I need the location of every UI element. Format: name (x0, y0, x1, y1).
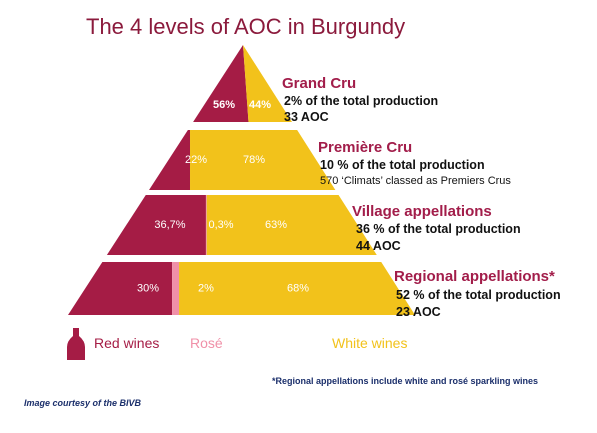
tier-white-segment-regional (179, 262, 415, 315)
tier-white-segment-village (206, 195, 377, 255)
tier-red-segment-premiere-cru (149, 130, 191, 190)
tier-white-label-village: 63% (265, 219, 287, 231)
wine-bottle-icon (67, 328, 85, 360)
tier-rose-label-regional: 2% (198, 282, 214, 294)
tier-white-label-premiere-cru: 78% (243, 154, 265, 166)
legend-white-wines: White wines (332, 335, 408, 351)
tier-white-label-grand-cru: 44% (249, 99, 271, 111)
tier-red-label-premiere-cru: 22% (185, 154, 207, 166)
tier-share-premiere-cru: 10 % of the total production (320, 158, 485, 172)
image-credit: Image courtesy of the BIVB (24, 398, 142, 408)
tier-red-label-grand-cru: 56% (213, 99, 235, 111)
tier-red-label-village: 36,7% (154, 219, 185, 231)
tier-red-label-regional: 30% (137, 282, 159, 294)
tier-detail-premiere-cru: 570 ‘Climats’ classed as Premiers Crus (320, 175, 511, 187)
legend-red-wines: Red wines (94, 335, 160, 351)
page-title: The 4 levels of AOC in Burgundy (86, 14, 406, 39)
tier-red-segment-regional (68, 262, 173, 315)
footnote: *Regional appellations include white and… (272, 376, 539, 386)
tier-share-grand-cru: 2% of the total production (284, 94, 439, 108)
tier-rose-segment-regional (172, 262, 180, 315)
legend-rose-wines: Rosé (190, 335, 223, 351)
tier-white-label-regional: 68% (287, 282, 309, 294)
tier-share-village: 36 % of the total production (356, 222, 521, 236)
tier-rose-segment-village (205, 195, 207, 255)
tier-heading-village: Village appellations (352, 203, 492, 220)
tier-detail-grand-cru: 33 AOC (284, 110, 329, 124)
tier-heading-grand-cru: Grand Cru (282, 75, 357, 92)
tier-white-segment-premiere-cru (190, 130, 336, 190)
tier-heading-regional: Regional appellations* (394, 268, 555, 285)
tier-rose-label-village: 0,3% (208, 219, 233, 231)
tier-red-segment-village (106, 195, 206, 255)
tier-detail-village: 44 AOC (356, 239, 401, 253)
tier-white-segment-grand-cru (243, 45, 293, 122)
tier-share-regional: 52 % of the total production (396, 288, 561, 302)
tier-detail-regional: 23 AOC (396, 305, 441, 319)
tier-heading-premiere-cru: Première Cru (318, 139, 413, 156)
tier-red-segment-grand-cru (193, 45, 249, 122)
